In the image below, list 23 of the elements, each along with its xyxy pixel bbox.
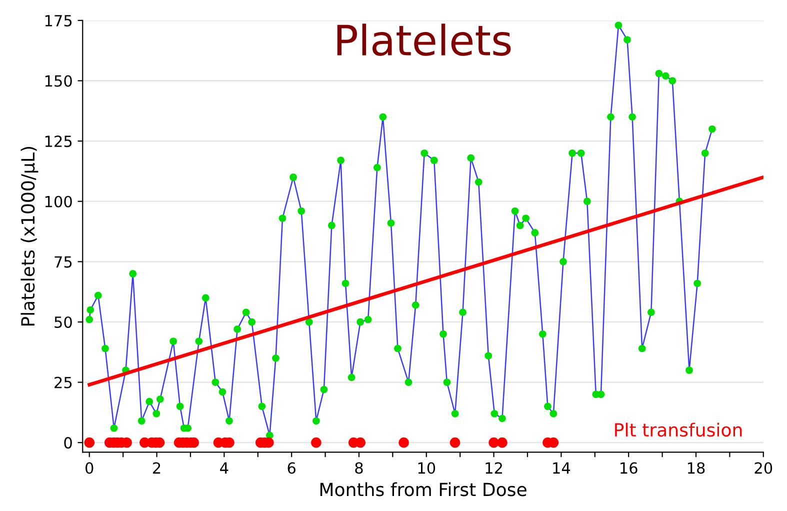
y-tick-label: 0 [64,437,72,449]
x-tick-label: 2 [153,462,160,474]
x-tick-label: 20 [754,462,772,474]
y-tick-label: 125 [45,136,72,148]
x-tick-label: 4 [220,462,228,474]
y-axis-title: Platelets (x1000/µL) [20,146,38,326]
y-tick-label: 25 [54,376,72,388]
x-tick-label: 16 [620,462,638,474]
x-tick-label: 18 [688,462,705,474]
x-axis-title: Months from First Dose [320,482,526,496]
text: Plt transfusion [615,422,742,437]
y-tick-label: 150 [45,75,72,87]
y-tick-label: 100 [45,196,72,208]
x-tick-label: 12 [486,462,502,474]
x-tick-label: 0 [86,462,94,474]
x-tick-label: 10 [418,462,436,474]
x-tick-label: 14 [553,462,570,474]
chart-title: Platelets [337,24,511,56]
y-tick-label: 175 [45,15,72,26]
x-tick-label: 6 [288,462,296,474]
y-tick-label: 75 [54,256,72,268]
x-tick-label: 8 [355,462,363,474]
y-tick-label: 50 [54,316,72,328]
